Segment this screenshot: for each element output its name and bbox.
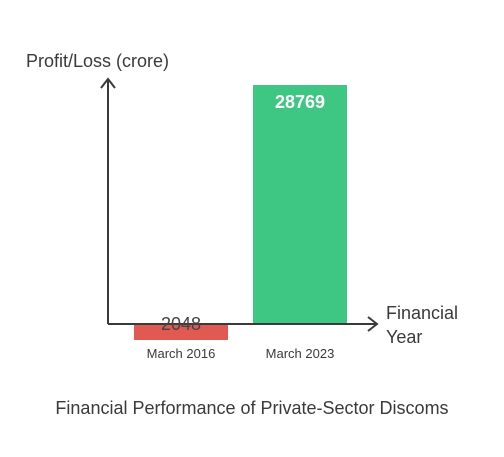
bar-1	[134, 324, 228, 340]
bar-2	[253, 85, 347, 324]
x-axis-label-line-2: Year	[386, 327, 422, 347]
chart-title: Financial Performance of Private-Sector …	[55, 398, 449, 418]
y-axis-label: Profit/Loss (crore)	[26, 51, 169, 71]
x-tick-label-1: March 2016	[147, 346, 216, 361]
data-label-2: 28769	[275, 92, 325, 112]
x-tick-label-2: March 2023	[266, 346, 335, 361]
chart: Profit/Loss (crore) Financial Year 2048 M…	[26, 51, 458, 361]
data-label-1: 2048	[161, 314, 201, 334]
x-axis-label-line-1: Financial	[386, 303, 458, 323]
labels: 2048 March 2016 28769 March 2023	[147, 92, 335, 361]
y-axis-arrow-icon	[100, 77, 116, 89]
x-axis-arrow-icon	[367, 316, 379, 332]
bars	[134, 85, 347, 340]
